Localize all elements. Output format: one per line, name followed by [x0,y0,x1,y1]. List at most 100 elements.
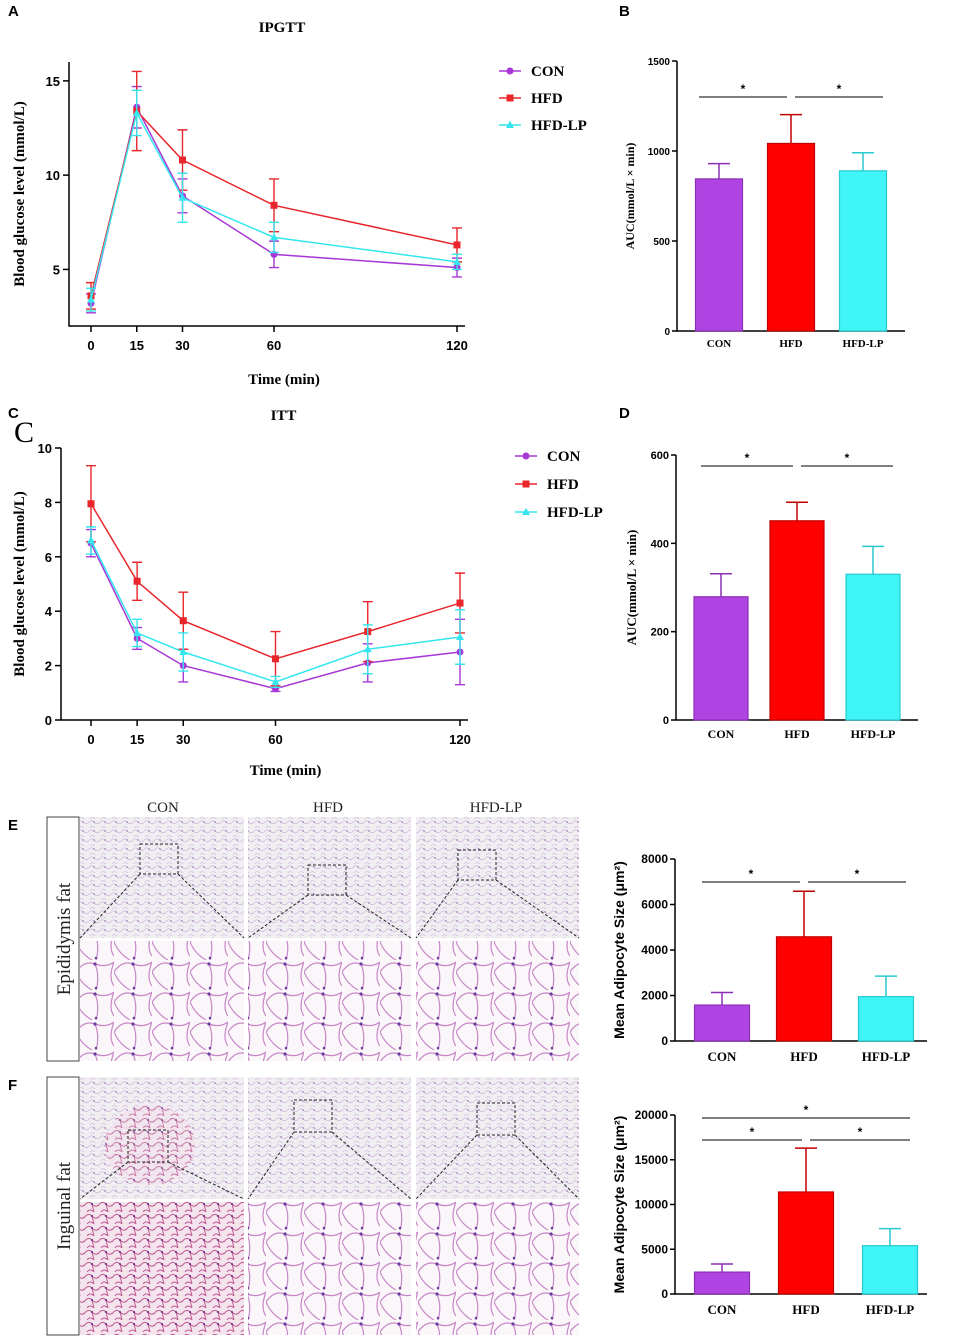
chart-title: ITT [271,408,297,424]
zoom-box [457,849,497,881]
legend-label-con: CON [531,64,565,80]
micrograph-hfd-high-mag [248,1202,411,1335]
histology-epididymis: CON HFD HFD-LP Epididymis fat [46,800,580,1062]
y-tick-label: 500 [653,237,670,248]
data-point-hfdlp [453,257,461,265]
legend-marker-con [522,452,530,460]
bar-hfd [766,142,816,332]
data-point-hfd [456,599,464,607]
bar-hfdlp [838,170,888,332]
y-axis-label: AUC(mmol/L × min) [623,143,637,250]
x-tick-label: 30 [176,732,190,747]
micrograph-con-low-mag [80,817,244,938]
y-tick-label: 400 [651,538,669,550]
series-line-hfdlp [90,540,461,683]
histology-inguinal: Inguinal fat [46,1076,580,1336]
ipgtt-line-chart: IPGTT 5 10 15 0 15 30 60 120 Time (min) Blood gluc… [12,20,587,388]
x-tick-label-con: CON [708,1049,738,1064]
chart-title: IPGTT [259,20,306,36]
x-tick-label-hfdlp: HFD-LP [851,727,896,741]
significance-star: * [741,82,746,96]
bar-con [694,178,744,332]
x-axis-label: Time (min) [250,763,322,779]
y-tick-label: 4000 [641,943,668,957]
data-point-hfd [270,201,278,209]
x-tick-label: 30 [175,338,189,353]
significance-star: * [745,451,750,465]
y-tick-label: 1000 [648,147,671,158]
y-tick-label: 2000 [641,989,668,1003]
histology-col-label-hfd: HFD [313,800,343,816]
x-tick-label: 0 [87,338,94,353]
bar-con [693,596,749,721]
micrograph-hfdlp-high-mag [416,941,579,1061]
zoom-lines [415,879,580,939]
axes [60,448,468,721]
bar-hfdlp [857,996,915,1042]
data-point-hfdlp [179,647,188,655]
panel-letter-c: C [8,405,19,422]
data-point-hfdlp [133,628,142,636]
significance-star: * [855,867,860,881]
x-tick-label-hfdlp: HFD-LP [862,1049,910,1064]
zoom-box [127,1129,169,1163]
legend-label-hfd: HFD [547,477,579,493]
data-point-hfd [272,655,279,663]
data-point-hfd [87,500,95,508]
y-tick-label: 0 [661,1287,668,1301]
bar-con [693,1271,751,1295]
histology-row-label-inguinal: Inguinal fat [54,1161,75,1250]
micrograph-hfdlp-low-mag [416,817,579,938]
x-tick-label-con: CON [708,1302,738,1317]
data-point-hfdlp [456,632,464,641]
y-tick-label: 6 [45,550,52,565]
epididymis-adipocyte-bar-chart: 0 2000 4000 6000 8000 Mean Adipocyte Size (μm… [611,852,927,1064]
x-tick-label-con: CON [707,338,732,350]
x-tick-label-hfd: HFD [779,338,802,350]
legend-marker-hfd [506,94,514,102]
y-tick-label: 0 [45,713,52,728]
histology-row-label-epididymis: Epididymis fat [54,882,75,995]
y-tick-label: 0 [664,327,670,338]
x-tick-label: 0 [87,732,94,747]
y-tick-label: 4 [45,604,53,619]
y-tick-label: 8000 [641,852,668,866]
micrograph-con-high-mag [80,941,244,1061]
panel-letter-e: E [8,817,18,834]
bar-hfd [769,520,825,721]
data-point-hfdlp [363,645,372,653]
y-tick-label: 1500 [648,57,671,68]
y-tick-label: 10 [38,441,52,456]
y-tick-label: 5000 [641,1242,668,1256]
itt-auc-bar-chart: 0 200 400 600 AUC(mmol/L × min) CON HFD HFD-LP *… [624,450,918,741]
y-tick-label: 15000 [635,1153,669,1167]
bar-con [693,1004,751,1042]
bar-hfd [777,1191,835,1295]
micrograph-hfdlp-high-mag [416,1202,579,1335]
bar-hfd [775,936,833,1042]
legend-label-hfdlp: HFD-LP [547,505,603,521]
zoom-box [139,843,179,875]
data-point-hfdlp [270,233,278,241]
panel-letter-b: B [619,3,630,20]
y-tick-label: 0 [661,1034,668,1048]
panel-letter-d: D [619,405,630,422]
significance-star: * [845,451,850,465]
legend-label-hfdlp: HFD-LP [531,118,587,134]
zoom-box [307,864,347,896]
legend-marker-hfd [522,480,530,488]
itt-line-chart: ITT 0 2 4 6 8 10 0 15 30 60 120 Time (min) Blood gluc… [12,408,603,779]
zoom-lines [247,894,412,939]
zoom-lines [415,1134,580,1200]
histology-row-label-box [46,1076,80,1336]
histology-col-label-hfdlp: HFD-LP [470,800,523,816]
data-point-hfdlp [87,295,95,303]
y-tick-label: 10 [46,168,60,183]
bar-hfdlp [845,573,901,721]
y-tick-label: 8 [45,495,52,510]
significance-star: * [804,1103,809,1117]
y-tick-label: 2 [45,659,52,674]
y-tick-label: 20000 [635,1108,669,1122]
ipgtt-auc-bar-chart: 0 500 1000 1500 AUC(mmol/L × min) CON HFD HFD-L… [623,57,905,350]
tissue-lobule [105,1105,195,1185]
